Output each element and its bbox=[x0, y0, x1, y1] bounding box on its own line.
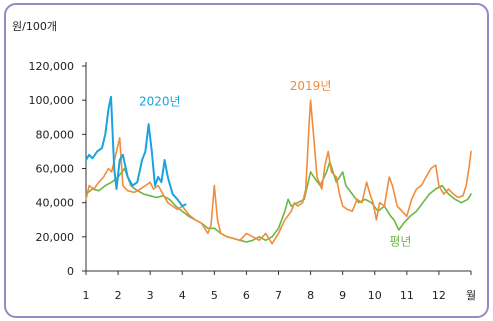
chart-frame bbox=[4, 3, 489, 318]
y-axis-unit-label: 원/100개 bbox=[12, 20, 57, 33]
x-tick-label: 11 bbox=[400, 289, 414, 302]
x-tick-label: 3 bbox=[147, 289, 154, 302]
series-line bbox=[85, 95, 187, 208]
x-tick-label: 6 bbox=[243, 289, 250, 302]
x-axis-ticks: 1 2 3 4 5 6 7 8 9 10 11 12 bbox=[83, 271, 472, 302]
x-axis-unit-label: 월 bbox=[466, 289, 476, 302]
x-tick-label: 7 bbox=[275, 289, 282, 302]
series-label: 2020년 bbox=[139, 94, 181, 108]
x-tick-label: 12 bbox=[432, 289, 446, 302]
series-label: 평년 bbox=[389, 234, 411, 248]
y-axis-ticks: 0 20,000 40,000 60,000 80,000 100,000 120,000 bbox=[29, 60, 86, 278]
x-tick-label: 5 bbox=[211, 289, 218, 302]
x-tick-label: 10 bbox=[368, 289, 382, 302]
y-tick-label: 60,000 bbox=[36, 163, 75, 176]
y-tick-label: 0 bbox=[67, 265, 74, 278]
series-label: 2019년 bbox=[290, 79, 332, 93]
x-tick-label: 9 bbox=[339, 289, 346, 302]
series-lines bbox=[85, 95, 472, 245]
y-tick-label: 120,000 bbox=[29, 60, 75, 73]
y-tick-label: 20,000 bbox=[36, 231, 75, 244]
x-tick-label: 2 bbox=[115, 289, 122, 302]
series-line bbox=[85, 99, 472, 245]
y-tick-label: 80,000 bbox=[36, 128, 75, 141]
y-tick-label: 100,000 bbox=[29, 94, 75, 107]
x-tick-label: 1 bbox=[83, 289, 90, 302]
series-line bbox=[85, 160, 472, 243]
y-tick-label: 40,000 bbox=[36, 197, 75, 210]
x-tick-label: 8 bbox=[307, 289, 314, 302]
x-tick-label: 4 bbox=[179, 289, 186, 302]
